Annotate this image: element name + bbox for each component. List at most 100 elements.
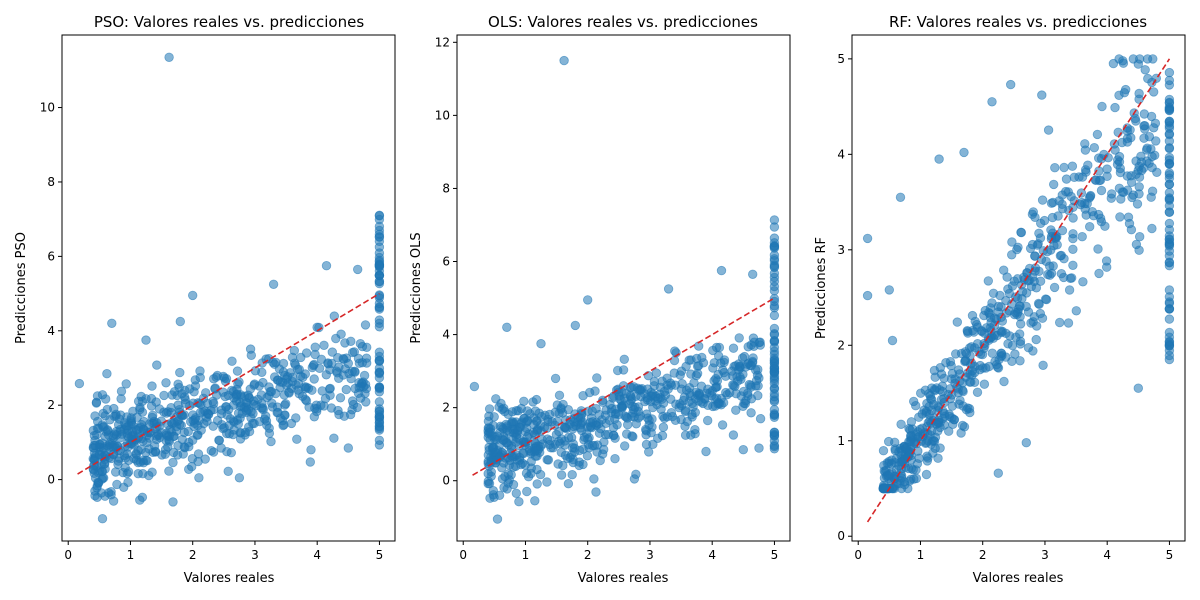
data-point (1114, 151, 1125, 162)
data-point (312, 406, 322, 417)
data-point (1054, 317, 1065, 328)
data-point (374, 417, 385, 428)
data-point (206, 446, 217, 456)
data-point (663, 284, 674, 294)
data-point (1048, 179, 1059, 190)
data-point (769, 440, 780, 451)
data-point (935, 443, 945, 453)
data-point (690, 407, 701, 418)
data-point (937, 386, 948, 397)
data-point (899, 477, 910, 487)
data-point (647, 422, 657, 432)
data-point (1023, 276, 1033, 286)
data-point (306, 445, 316, 455)
data-point (1038, 360, 1048, 371)
data-point (986, 317, 996, 328)
data-point (261, 411, 271, 421)
data-point (503, 409, 513, 420)
data-point (291, 413, 301, 423)
data-point (266, 436, 276, 447)
data-point (1147, 77, 1157, 88)
y-tick-label: 4 (47, 324, 55, 338)
data-point (374, 435, 385, 446)
data-point (592, 373, 602, 383)
data-point (595, 455, 605, 466)
data-point (268, 279, 279, 290)
data-point (1033, 298, 1044, 309)
data-point (884, 436, 894, 447)
x-tick-label: 0 (459, 548, 467, 562)
data-point (218, 423, 228, 434)
data-point (232, 389, 242, 399)
data-point (532, 464, 542, 475)
data-point (483, 479, 493, 489)
data-point (658, 422, 669, 432)
data-point (657, 376, 667, 386)
x-tick-label: 1 (522, 548, 530, 562)
x-tick-label: 0 (854, 548, 862, 562)
data-point (194, 473, 204, 483)
data-point (90, 440, 101, 451)
data-point (996, 348, 1007, 358)
data-point (264, 428, 275, 439)
x-tick-label: 3 (1041, 548, 1049, 562)
data-point (502, 322, 512, 333)
data-point (1096, 185, 1107, 196)
data-point (1164, 179, 1175, 189)
data-point (1050, 162, 1060, 173)
data-point (591, 404, 601, 414)
data-point (680, 430, 691, 440)
data-point (514, 497, 524, 507)
data-point (1124, 218, 1135, 229)
data-point (325, 390, 335, 401)
data-point (1164, 237, 1175, 248)
x-tick-label: 4 (1103, 548, 1111, 562)
data-point (533, 445, 543, 456)
x-tick-label: 4 (313, 548, 321, 562)
data-point (102, 369, 112, 379)
data-point (1134, 88, 1144, 99)
data-point (708, 363, 718, 373)
data-point (993, 468, 1004, 478)
data-point (305, 457, 316, 467)
data-point (98, 422, 108, 432)
x-tick-label: 1 (917, 548, 925, 562)
data-point (294, 364, 305, 375)
data-point (1097, 101, 1107, 112)
data-point (208, 398, 219, 409)
data-point (1102, 164, 1112, 174)
data-point (560, 450, 571, 461)
data-point (341, 384, 352, 395)
data-point (1146, 192, 1156, 202)
data-point (133, 469, 143, 479)
data-point (294, 389, 304, 399)
data-point (755, 414, 766, 424)
data-point (1164, 67, 1175, 78)
data-point (684, 396, 694, 407)
data-point (996, 302, 1006, 312)
data-point (223, 404, 234, 415)
data-point (107, 318, 117, 329)
data-point (1164, 155, 1175, 165)
data-point (273, 375, 283, 385)
data-point (959, 147, 969, 158)
data-point (643, 413, 653, 423)
data-point (1068, 244, 1078, 255)
data-point (901, 442, 912, 452)
data-point (139, 416, 149, 427)
plot-area (862, 54, 1175, 523)
data-point (934, 154, 944, 164)
data-point (1074, 172, 1084, 182)
data-point (243, 404, 254, 415)
data-point (168, 457, 178, 468)
y-tick-label: 0 (47, 473, 55, 487)
data-point (542, 434, 553, 444)
data-point (996, 326, 1006, 336)
data-point (498, 424, 508, 434)
data-point (588, 417, 598, 427)
data-point (506, 470, 516, 480)
data-point (310, 342, 320, 352)
data-point (561, 423, 572, 434)
data-point (1063, 318, 1074, 328)
